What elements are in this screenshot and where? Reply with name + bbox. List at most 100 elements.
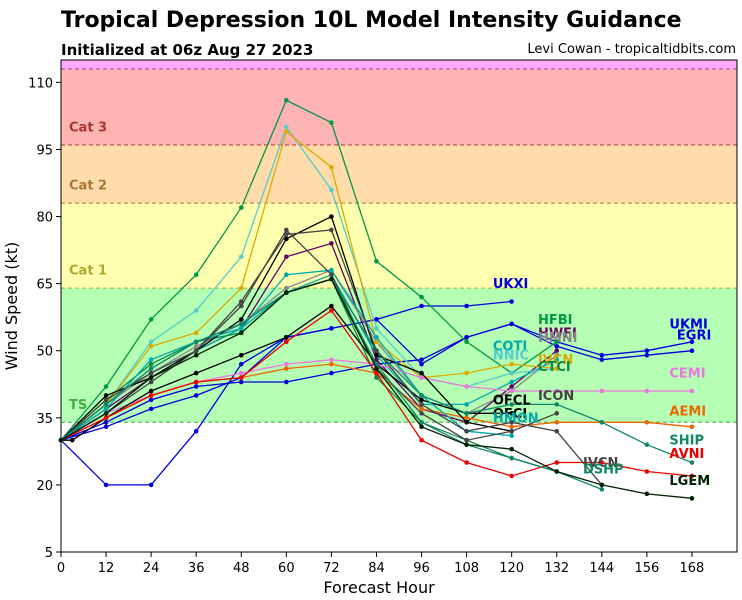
data-point bbox=[103, 424, 109, 430]
data-point bbox=[148, 406, 154, 412]
y-tick-label: 110 bbox=[28, 76, 53, 91]
data-point bbox=[148, 317, 154, 322]
data-point bbox=[284, 254, 289, 260]
data-point bbox=[464, 402, 469, 407]
series-label: CEMI bbox=[669, 367, 705, 382]
data-point bbox=[419, 375, 424, 380]
data-point bbox=[193, 330, 199, 336]
series-label: OFCI bbox=[493, 407, 527, 422]
series-line bbox=[60, 125, 557, 441]
data-point bbox=[509, 299, 514, 304]
x-tick-label: 24 bbox=[143, 561, 160, 576]
data-point bbox=[554, 419, 560, 425]
data-point bbox=[103, 411, 109, 416]
y-tick-label: 50 bbox=[36, 345, 53, 360]
data-point bbox=[193, 348, 199, 354]
x-tick-label: 132 bbox=[544, 561, 569, 576]
data-point bbox=[329, 165, 334, 170]
data-point bbox=[419, 357, 424, 362]
y-tick-label: 95 bbox=[36, 143, 53, 158]
data-point bbox=[464, 415, 469, 421]
series-label: UKXI bbox=[493, 277, 529, 292]
data-point bbox=[689, 388, 695, 394]
data-point bbox=[329, 120, 334, 125]
data-point bbox=[284, 290, 289, 295]
data-point bbox=[238, 321, 244, 327]
series-label: HWFI bbox=[538, 326, 577, 341]
series-label: NNIC bbox=[493, 349, 529, 364]
data-point bbox=[374, 335, 379, 340]
data-point bbox=[554, 357, 560, 362]
data-point bbox=[148, 393, 154, 398]
plot-frame bbox=[60, 59, 738, 553]
data-point bbox=[644, 491, 650, 497]
data-point bbox=[554, 348, 560, 354]
x-axis-label: Forecast Hour bbox=[323, 578, 435, 597]
data-point bbox=[419, 411, 424, 416]
data-point bbox=[148, 361, 154, 367]
band-label: TS bbox=[69, 398, 87, 413]
x-tick-label: 84 bbox=[368, 561, 385, 576]
data-point bbox=[644, 352, 650, 358]
data-point bbox=[419, 437, 424, 443]
data-point bbox=[103, 482, 109, 488]
data-point bbox=[193, 272, 199, 277]
data-point bbox=[644, 469, 650, 474]
data-point bbox=[599, 357, 605, 362]
data-point bbox=[374, 375, 379, 380]
data-point bbox=[238, 299, 244, 304]
data-point bbox=[193, 308, 199, 313]
data-point bbox=[689, 424, 695, 430]
data-point bbox=[284, 272, 289, 277]
data-point bbox=[464, 437, 469, 443]
data-point bbox=[284, 129, 289, 134]
data-point bbox=[238, 330, 244, 336]
data-point bbox=[464, 370, 469, 376]
data-point bbox=[148, 397, 154, 403]
x-tick-label: 96 bbox=[413, 561, 430, 576]
data-point bbox=[599, 482, 605, 488]
series-label: IVCN bbox=[538, 353, 573, 368]
x-tick-label: 72 bbox=[323, 561, 340, 576]
series-label: EGRI bbox=[677, 329, 711, 344]
series-label: COTI bbox=[493, 340, 527, 355]
data-point bbox=[238, 285, 244, 291]
data-point bbox=[464, 428, 469, 434]
data-point bbox=[509, 446, 514, 452]
y-tick-label: 35 bbox=[36, 412, 53, 427]
data-point bbox=[148, 379, 154, 385]
data-point bbox=[374, 258, 379, 264]
category-band bbox=[61, 144, 737, 204]
data-point bbox=[103, 397, 109, 403]
x-tick-label: 36 bbox=[188, 561, 205, 576]
data-point bbox=[644, 419, 650, 425]
data-point bbox=[284, 97, 289, 103]
data-point bbox=[329, 326, 334, 331]
category-band bbox=[61, 68, 737, 145]
band-label: Cat 3 bbox=[69, 121, 107, 136]
x-tick-label: 120 bbox=[499, 561, 524, 576]
data-point bbox=[599, 419, 605, 425]
data-point bbox=[554, 352, 560, 358]
data-point bbox=[464, 335, 469, 340]
y-tick-label: 20 bbox=[36, 479, 53, 494]
data-point bbox=[554, 339, 560, 345]
data-point bbox=[509, 411, 514, 416]
data-point bbox=[374, 348, 379, 354]
data-point bbox=[329, 241, 334, 246]
data-point bbox=[284, 285, 289, 291]
data-point bbox=[464, 384, 469, 389]
x-tick-label: 108 bbox=[454, 561, 479, 576]
data-point bbox=[374, 352, 379, 358]
band-label: Cat 2 bbox=[69, 179, 107, 194]
data-point bbox=[419, 402, 424, 407]
data-point bbox=[193, 393, 199, 398]
series-label: IVCN bbox=[583, 456, 618, 471]
data-point bbox=[329, 357, 334, 362]
data-point bbox=[103, 402, 109, 407]
y-tick-label: 65 bbox=[36, 278, 53, 293]
data-point bbox=[238, 205, 244, 210]
data-point bbox=[554, 343, 560, 349]
data-point bbox=[464, 419, 469, 425]
y-axis-label: Wind Speed (kt) bbox=[2, 242, 21, 371]
